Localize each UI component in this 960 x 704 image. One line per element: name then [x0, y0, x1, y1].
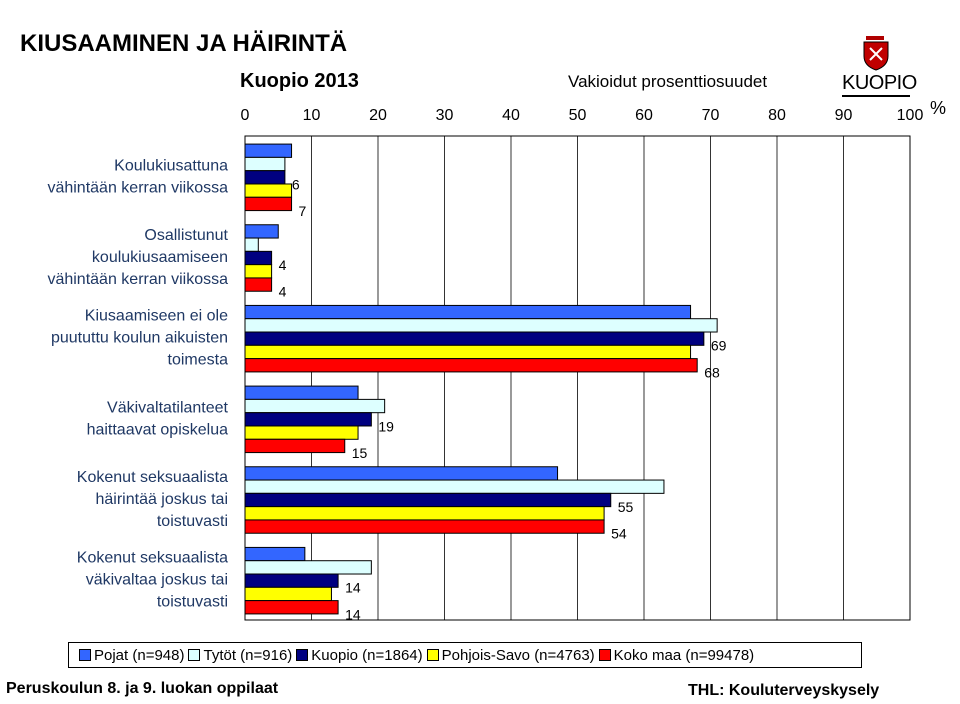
- bar-series-3-cat-2: [244, 344, 692, 360]
- category-label: toistuvasti: [157, 594, 228, 611]
- bar-series-1-cat-5: [244, 560, 372, 575]
- data-label: 54: [611, 526, 627, 542]
- legend-swatch: [426, 649, 439, 661]
- data-label: 15: [352, 445, 368, 461]
- legend-label: Kuopio (n=1864): [311, 646, 423, 664]
- legend-item: Pohjois-Savo (n=4763): [426, 646, 595, 664]
- data-label: 14: [345, 606, 361, 622]
- bar-series-4-cat-1: [244, 277, 273, 292]
- category-label: Kokenut seksuaalista: [77, 469, 228, 486]
- category-label: puututtu koulun aikuisten: [51, 330, 228, 347]
- x-tick-label: 60: [635, 107, 653, 124]
- legend-item: Koko maa (n=99478): [598, 646, 755, 664]
- data-label: 4: [279, 284, 287, 300]
- category-label: Kokenut seksuaalista: [77, 550, 228, 567]
- bar-series-3-cat-4: [244, 506, 605, 521]
- bar-series-2-cat-1: [244, 250, 273, 266]
- bar-series-4-cat-0: [244, 196, 293, 212]
- legend-label: Pojat (n=948): [94, 646, 185, 664]
- bar-series-2-cat-3: [244, 412, 372, 427]
- category-label: vähintään kerran viikossa: [47, 271, 228, 288]
- x-tick-label: 20: [369, 107, 387, 124]
- legend-label: Tytöt (n=916): [203, 646, 293, 664]
- bar-series-0-cat-2: [244, 304, 692, 320]
- category-label: koulukiusaamiseen: [92, 249, 228, 266]
- legend-swatch: [79, 649, 91, 661]
- category-label: häirintää joskus tai: [95, 491, 228, 508]
- bar-chart: 0 10 20 30 40 50 60 70 80 90 100 % Koulukiusattuna vä…: [47, 98, 946, 622]
- bar-series-1-cat-0: [244, 156, 286, 172]
- x-tick-label: 100: [897, 107, 924, 124]
- bar-series-0-cat-0: [244, 143, 293, 158]
- x-tick-label: 40: [502, 107, 520, 124]
- bar-series-3-cat-1: [244, 264, 273, 279]
- data-label: 7: [299, 203, 307, 219]
- kuopio-logo-text: KUOPIO: [842, 72, 917, 94]
- category-label: Väkivaltatilanteet: [107, 399, 229, 416]
- bar-series-0-cat-3: [244, 385, 359, 400]
- footer-population: Peruskoulun 8. ja 9. luokan oppilaat: [6, 680, 279, 697]
- bar-series-3-cat-0: [244, 183, 293, 198]
- x-tick-label: 70: [702, 107, 720, 124]
- x-axis-unit: %: [930, 98, 946, 118]
- legend-label: Koko maa (n=99478): [613, 646, 755, 664]
- bar-series-3-cat-3: [244, 425, 359, 440]
- kuopio-coat-of-arms-icon: [863, 36, 889, 71]
- data-label: 68: [704, 364, 720, 380]
- data-label: 69: [711, 338, 727, 354]
- bar-series-0-cat-1: [244, 224, 279, 239]
- category-label: Kiusaamiseen ei ole: [85, 308, 228, 325]
- category-label: toimesta: [168, 352, 229, 369]
- x-tick-label: 90: [835, 107, 853, 124]
- bar-series-4-cat-5: [244, 600, 339, 615]
- data-label: 14: [345, 580, 361, 596]
- category-label: vähintään kerran viikossa: [47, 179, 228, 196]
- data-label: 19: [378, 418, 394, 434]
- x-tick-label: 80: [768, 107, 786, 124]
- category-label: Koulukiusattuna: [114, 157, 228, 174]
- category-label: haittaavat opiskelua: [87, 421, 229, 438]
- bar-series-1-cat-2: [244, 318, 718, 333]
- legend-item: Pojat (n=948): [79, 647, 184, 664]
- x-tick-label: 30: [436, 107, 454, 124]
- category-label: väkivaltaa joskus tai: [86, 572, 228, 589]
- legend-label: Pohjois-Savo (n=4763): [441, 646, 595, 664]
- chart-subtitle: Kuopio 2013: [240, 70, 359, 92]
- legend-swatch: [296, 649, 309, 661]
- bar-series-3-cat-5: [244, 586, 332, 602]
- bar-series-4-cat-4: [244, 519, 605, 534]
- legend-item: Kuopio (n=1864): [296, 646, 423, 664]
- bar-series-2-cat-4: [244, 492, 612, 508]
- bar-series-4-cat-3: [244, 438, 346, 454]
- legend-swatch: [188, 649, 201, 661]
- category-label: Osallistunut: [144, 227, 228, 244]
- bar-series-0-cat-4: [244, 466, 559, 481]
- data-label: 55: [618, 499, 634, 515]
- category-label: toistuvasti: [157, 513, 228, 530]
- bar-series-2-cat-0: [244, 170, 286, 185]
- plot-frame: [244, 135, 911, 621]
- data-label: 4: [279, 257, 287, 273]
- bar-series-1-cat-3: [244, 398, 386, 414]
- bar-series-4-cat-2: [244, 358, 698, 373]
- bar-series-1-cat-4: [244, 479, 665, 494]
- data-label: 6: [292, 176, 300, 192]
- bar-series-1-cat-1: [244, 237, 259, 252]
- chart-legend: Pojat (n=948) Tytöt (n=916) Kuopio (n=1864…: [68, 642, 862, 668]
- logo-underline: [842, 95, 910, 97]
- bar-series-0-cat-5: [244, 546, 306, 562]
- x-tick-label: 10: [303, 107, 321, 124]
- x-tick-label: 0: [241, 107, 250, 124]
- footer-source: THL: Kouluterveyskysely: [688, 682, 880, 699]
- legend-item: Tytöt (n=916): [188, 647, 292, 664]
- legend-swatch: [598, 649, 611, 661]
- page-title: KIUSAAMINEN JA HÄIRINTÄ: [20, 30, 348, 57]
- chart-note: Vakioidut prosenttiosuudet: [568, 72, 768, 91]
- bar-series-2-cat-2: [244, 331, 705, 346]
- bar-series-2-cat-5: [244, 573, 339, 588]
- x-tick-label: 50: [569, 107, 587, 124]
